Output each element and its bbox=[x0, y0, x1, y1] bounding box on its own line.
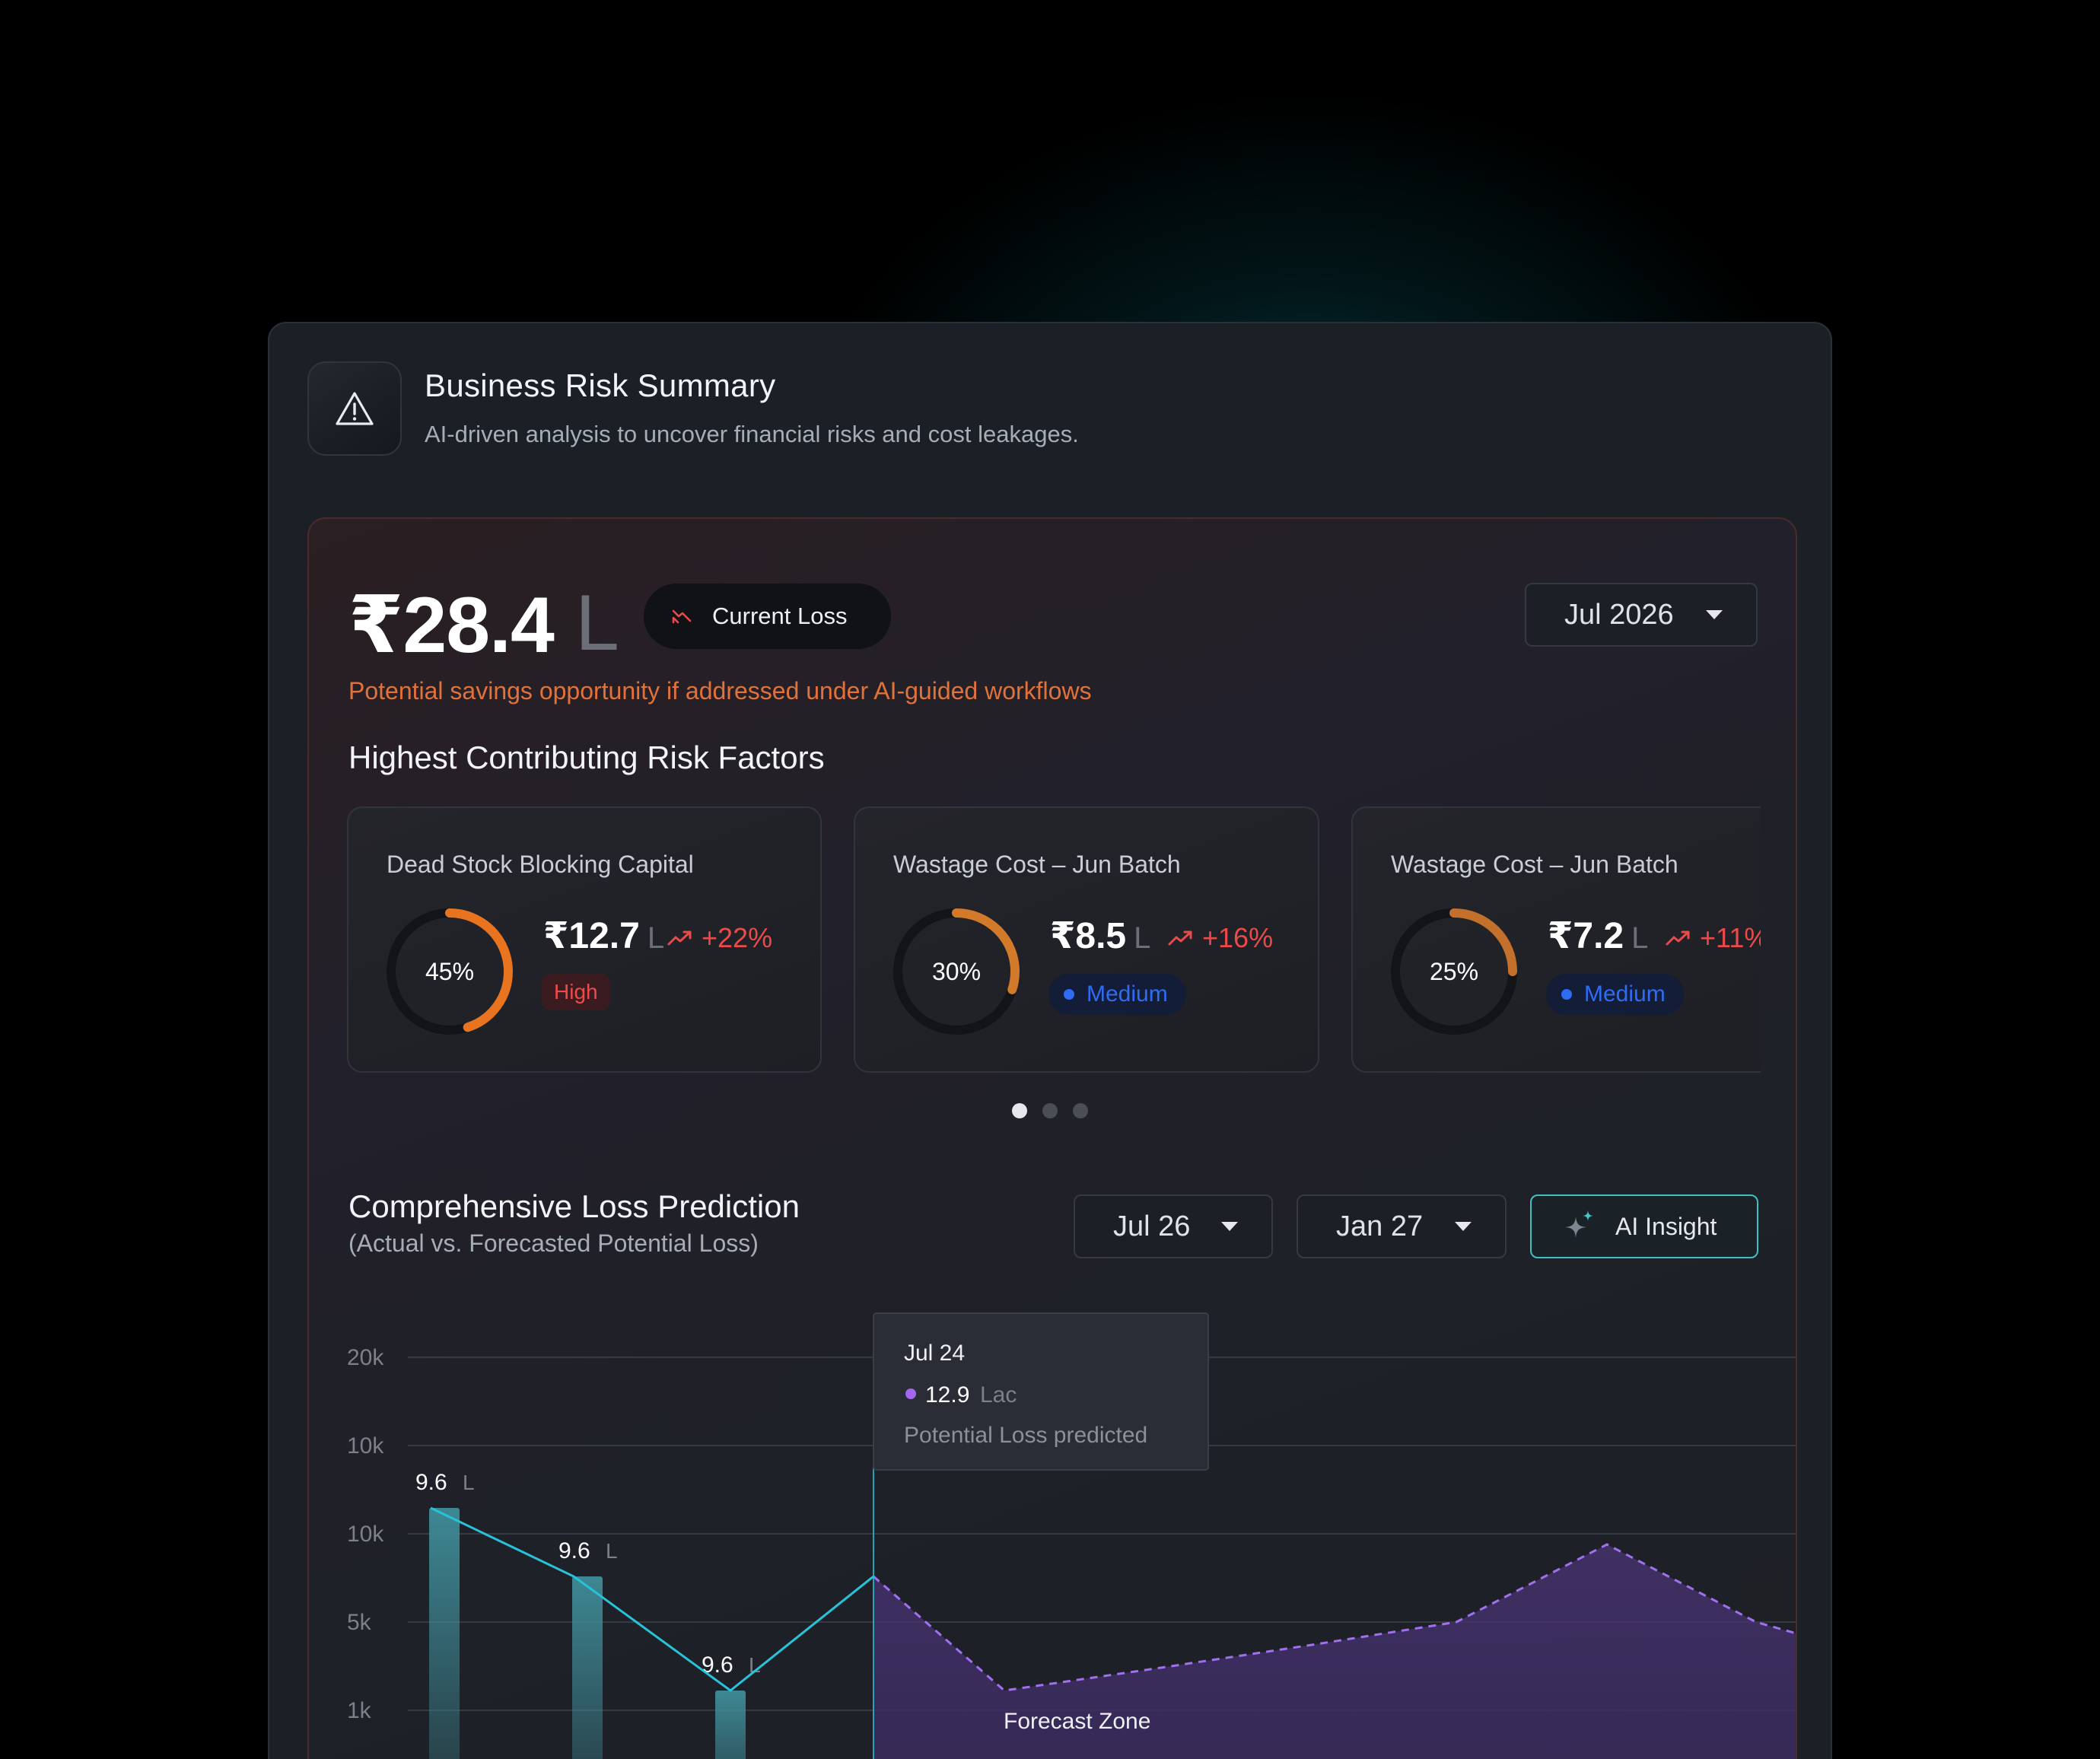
trend-up-icon bbox=[1168, 930, 1192, 946]
actual-line bbox=[430, 1506, 874, 1692]
month-dropdown-value: Jul 2026 bbox=[1564, 598, 1674, 631]
amount-value: ₹12.7 bbox=[543, 916, 640, 956]
trend-value: +11% bbox=[1700, 922, 1761, 953]
carousel-dots bbox=[1012, 1103, 1088, 1118]
bar-data-label: 9.6 bbox=[415, 1470, 447, 1495]
amount-unit: L bbox=[1134, 921, 1151, 955]
month-dropdown[interactable]: Jul 2026 bbox=[1525, 583, 1758, 647]
risk-factor-card[interactable]: Wastage Cost – Jun Batch 30% ₹8.5 L +16% … bbox=[854, 806, 1319, 1073]
carousel-dot-1[interactable] bbox=[1012, 1103, 1027, 1118]
prediction-title: Comprehensive Loss Prediction bbox=[348, 1188, 800, 1224]
savings-note: Potential savings opportunity if address… bbox=[348, 677, 1092, 705]
tooltip-unit: Lac bbox=[980, 1382, 1017, 1408]
page-subtitle: AI-driven analysis to uncover financial … bbox=[425, 421, 1079, 447]
risk-factor-amount: ₹12.7 L bbox=[543, 914, 664, 957]
risk-factor-amount: ₹7.2 L bbox=[1548, 914, 1648, 957]
to-date-value: Jan 27 bbox=[1336, 1210, 1424, 1242]
carousel-dot-2[interactable] bbox=[1042, 1103, 1058, 1118]
status-dot bbox=[1064, 989, 1074, 1000]
risk-factor-card[interactable]: Wastage Cost – Jun Batch 25% ₹7.2L +11% … bbox=[1351, 806, 1761, 1073]
y-tick-label: 10k bbox=[347, 1433, 384, 1458]
risk-level-badge: Medium bbox=[1546, 974, 1684, 1015]
tooltip-box bbox=[873, 1312, 1209, 1471]
forecast-zone-label: Forecast Zone bbox=[1004, 1709, 1150, 1734]
actual-bar bbox=[429, 1508, 460, 1759]
risk-level-label: Medium bbox=[1087, 981, 1168, 1007]
risk-factor-percent: 25% bbox=[1429, 957, 1479, 985]
y-tick-label: 1k bbox=[347, 1698, 372, 1723]
risk-factor-amount: ₹8.5 L bbox=[1050, 914, 1150, 957]
y-tick-label: 10k bbox=[347, 1522, 384, 1547]
risk-factors-title: Highest Contributing Risk Factors bbox=[348, 740, 825, 775]
progress-ring bbox=[1391, 908, 1517, 1035]
y-tick-label: 20k bbox=[347, 1345, 384, 1370]
trend-up-icon bbox=[1666, 930, 1690, 946]
from-date-dropdown[interactable]: Jul 26 bbox=[1074, 1194, 1273, 1258]
actual-bar bbox=[572, 1576, 603, 1759]
current-loss-unit: L bbox=[575, 579, 619, 667]
y-tick-label: 5k bbox=[347, 1610, 372, 1635]
risk-factor-trend: +11% bbox=[1665, 922, 1761, 954]
bar-data-label: 9.6 bbox=[558, 1538, 590, 1563]
amount-value: ₹8.5 bbox=[1050, 916, 1127, 956]
risk-level-label: Medium bbox=[1584, 981, 1666, 1007]
risk-level-badge: High bbox=[542, 974, 610, 1010]
risk-factor-title: Wastage Cost – Jun Batch bbox=[893, 851, 1181, 878]
to-date-dropdown[interactable]: Jan 27 bbox=[1297, 1194, 1507, 1258]
trend-value: +16% bbox=[1202, 922, 1274, 953]
loss-card: ₹28.4 L Current Loss Jul 2026 Potential … bbox=[307, 517, 1797, 1759]
ai-insight-button[interactable]: AI Insight bbox=[1530, 1194, 1758, 1258]
progress-ring bbox=[387, 908, 513, 1035]
trend-down-icon bbox=[672, 609, 692, 624]
risk-factor-card[interactable]: Dead Stock Blocking Capital 45% ₹12.7 L +… bbox=[347, 806, 822, 1073]
trend-value: +22% bbox=[702, 922, 773, 953]
prediction-subtitle: (Actual vs. Forecasted Potential Loss) bbox=[348, 1229, 759, 1257]
risk-factor-percent: 30% bbox=[931, 957, 982, 985]
chevron-down-icon bbox=[1455, 1222, 1472, 1231]
tooltip-value: 12.9 bbox=[925, 1382, 969, 1408]
sparkle-icon bbox=[1565, 1210, 1593, 1238]
page-title: Business Risk Summary bbox=[425, 367, 776, 403]
risk-factor-carousel[interactable]: Dead Stock Blocking Capital 45% ₹12.7 L +… bbox=[347, 806, 1761, 1074]
tooltip-dot bbox=[905, 1388, 916, 1399]
progress-ring bbox=[893, 908, 1020, 1035]
from-date-value: Jul 26 bbox=[1113, 1210, 1191, 1242]
bar-unit-label: L bbox=[606, 1539, 618, 1563]
ai-insight-label: AI Insight bbox=[1615, 1212, 1717, 1240]
tooltip-note: Potential Loss predicted bbox=[904, 1423, 1147, 1448]
risk-factor-trend: +22% bbox=[667, 922, 772, 954]
bar-unit-label: L bbox=[463, 1471, 475, 1494]
trend-up-icon bbox=[667, 930, 692, 946]
amount-value: ₹7.2 bbox=[1548, 916, 1624, 956]
risk-factor-title: Wastage Cost – Jun Batch bbox=[1391, 851, 1678, 878]
chevron-down-icon bbox=[1706, 610, 1723, 619]
carousel-dot-3[interactable] bbox=[1073, 1103, 1088, 1118]
amount-unit: L bbox=[1631, 921, 1649, 955]
warning-triangle-icon bbox=[307, 361, 402, 456]
risk-level-badge: Medium bbox=[1048, 974, 1186, 1015]
status-dot bbox=[1561, 989, 1572, 1000]
amount-unit: L bbox=[647, 921, 665, 955]
risk-factor-trend: +16% bbox=[1167, 922, 1273, 954]
tooltip-date: Jul 24 bbox=[904, 1341, 965, 1366]
current-loss-amount: ₹28.4 bbox=[348, 581, 555, 670]
actual-bar bbox=[715, 1691, 746, 1759]
forecast-area bbox=[873, 1544, 1796, 1759]
risk-summary-panel: Business Risk Summary AI-driven analysis… bbox=[268, 322, 1832, 1759]
current-loss-badge: Current Loss bbox=[644, 584, 891, 649]
risk-factor-title: Dead Stock Blocking Capital bbox=[387, 851, 694, 878]
risk-factor-percent: 45% bbox=[425, 957, 475, 985]
bar-unit-label: L bbox=[749, 1653, 761, 1677]
chevron-down-icon bbox=[1221, 1222, 1238, 1231]
current-loss-label: Current Loss bbox=[712, 603, 848, 629]
